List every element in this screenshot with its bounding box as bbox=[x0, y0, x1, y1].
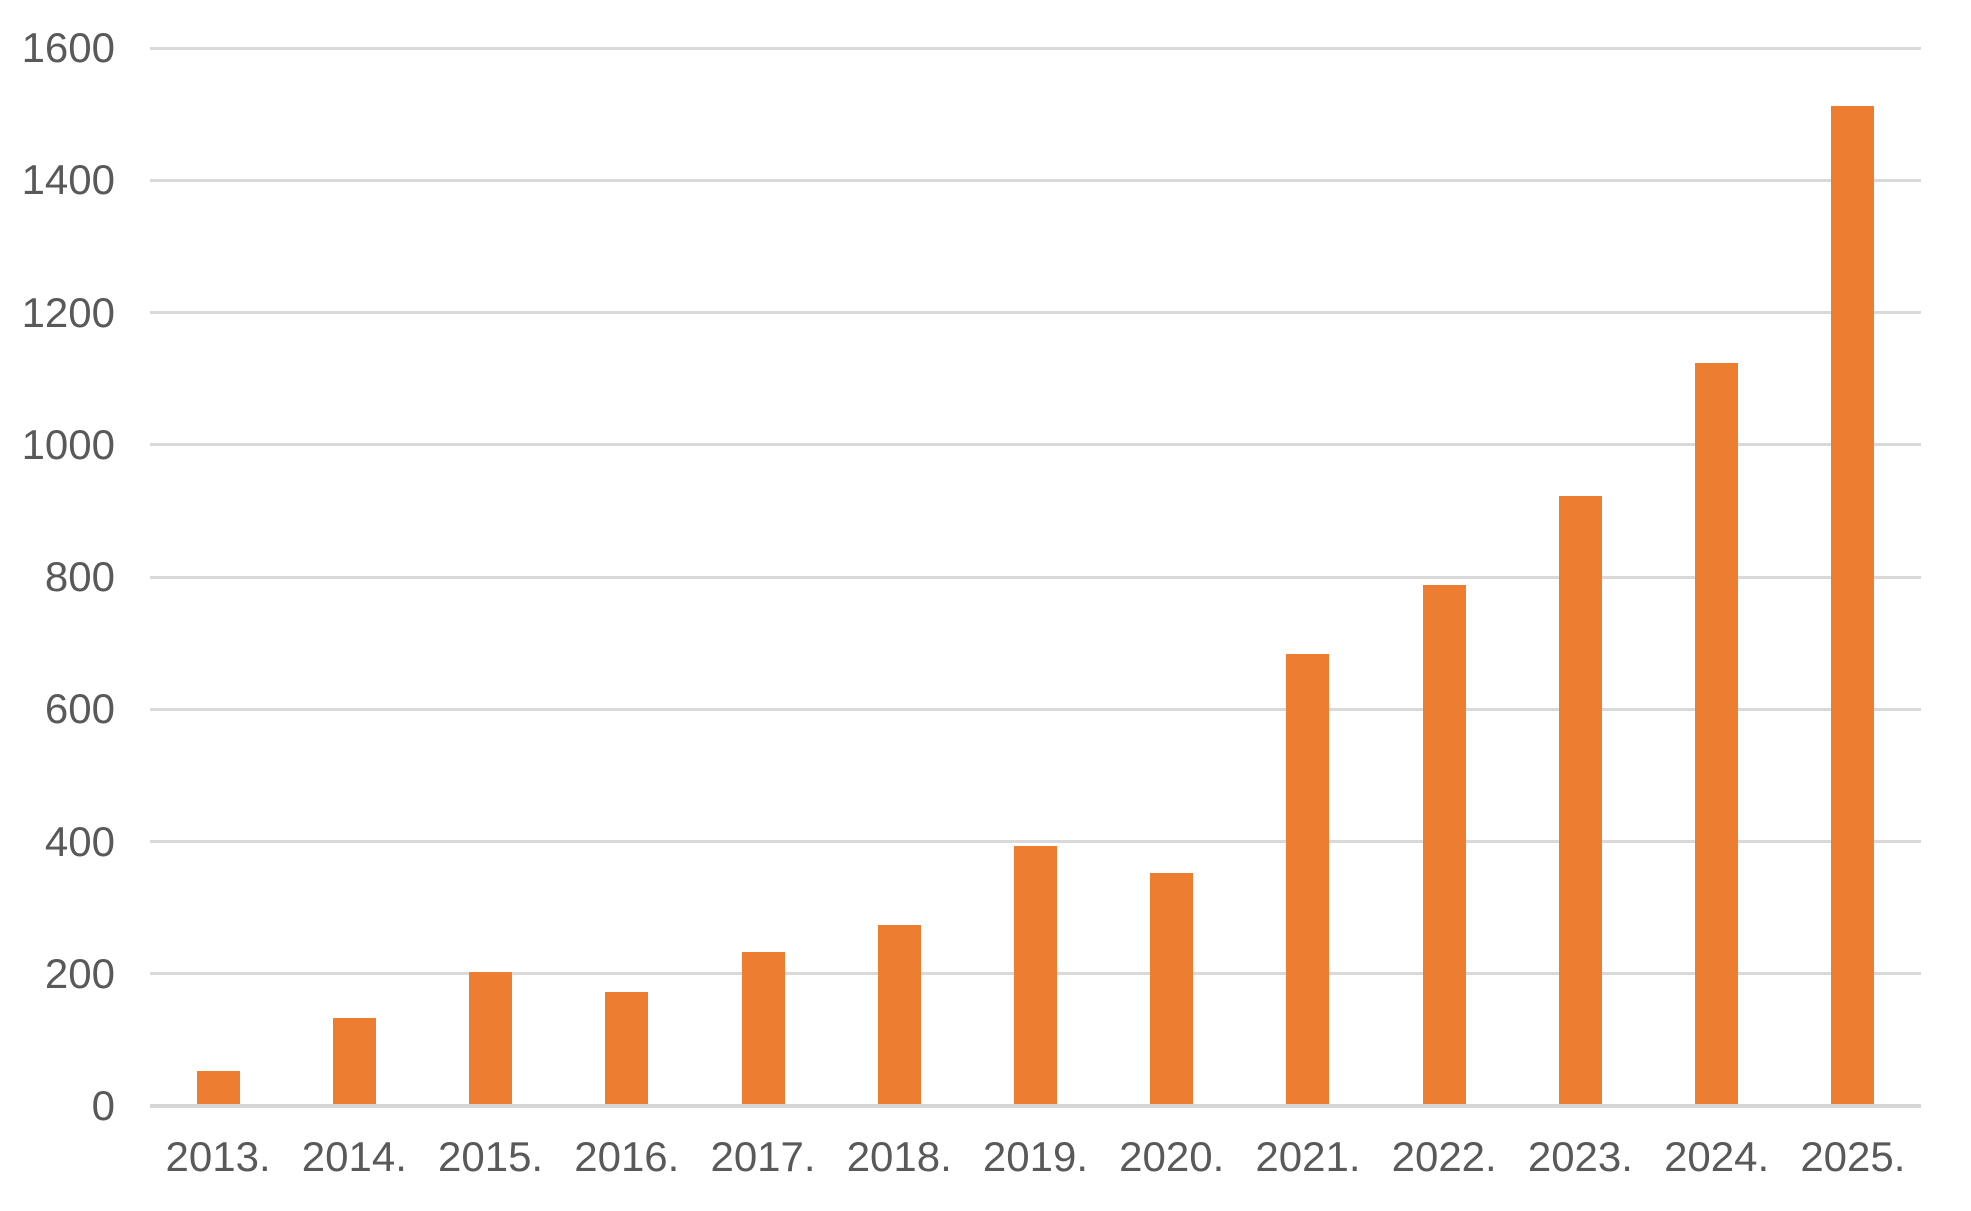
y-tick-label-1400: 1400 bbox=[21, 156, 115, 204]
gridline-1400 bbox=[150, 178, 1921, 182]
y-tick-label-1200: 1200 bbox=[21, 288, 115, 336]
bar-2018 bbox=[877, 925, 921, 1104]
y-tick-label-200: 200 bbox=[44, 949, 115, 997]
bar-2021 bbox=[1286, 654, 1330, 1104]
x-tick-label-2025: 2025. bbox=[1800, 1133, 1906, 1180]
bar-2014 bbox=[332, 1018, 376, 1104]
x-tick-label-2016: 2016. bbox=[574, 1133, 680, 1180]
bar-2024 bbox=[1695, 363, 1739, 1104]
y-tick-label-400: 400 bbox=[44, 817, 115, 865]
y-tick-label-1000: 1000 bbox=[21, 420, 115, 468]
bar-2016 bbox=[605, 991, 649, 1104]
x-axis-line bbox=[150, 1104, 1921, 1108]
x-tick-label-2018: 2018. bbox=[846, 1133, 952, 1180]
bar-2019 bbox=[1014, 846, 1057, 1104]
gridline-1000 bbox=[150, 443, 1921, 447]
y-tick-label-600: 600 bbox=[44, 685, 115, 733]
x-tick-label-2013: 2013. bbox=[165, 1133, 271, 1180]
gridline-1200 bbox=[150, 311, 1921, 314]
x-tick-label-2014: 2014. bbox=[301, 1133, 407, 1180]
x-tick-label-2017: 2017. bbox=[710, 1133, 816, 1180]
x-tick-label-2024: 2024. bbox=[1664, 1133, 1770, 1180]
y-tick-label-0: 0 bbox=[91, 1082, 115, 1129]
bar-2017 bbox=[741, 951, 785, 1104]
y-tick-label-1600: 1600 bbox=[21, 24, 115, 71]
x-tick-label-2015: 2015. bbox=[438, 1133, 544, 1180]
x-tick-label-2023: 2023. bbox=[1527, 1133, 1633, 1180]
y-tick-label-800: 800 bbox=[44, 553, 115, 600]
x-tick-label-2020: 2020. bbox=[1119, 1133, 1225, 1180]
x-tick-label-2021: 2021. bbox=[1255, 1133, 1361, 1180]
bar-2013 bbox=[196, 1070, 240, 1104]
gridline-1600 bbox=[150, 46, 1921, 50]
gridline-800 bbox=[150, 575, 1921, 579]
bar-2015 bbox=[469, 971, 513, 1104]
x-tick-label-2022: 2022. bbox=[1391, 1133, 1497, 1180]
x-tick-label-2019: 2019. bbox=[982, 1133, 1089, 1180]
bar-2023 bbox=[1558, 495, 1602, 1104]
gridline-400 bbox=[150, 840, 1921, 843]
bar-2025 bbox=[1831, 105, 1875, 1104]
bar-2020 bbox=[1150, 872, 1194, 1104]
gridline-600 bbox=[150, 707, 1921, 711]
bar-2022 bbox=[1422, 584, 1466, 1104]
